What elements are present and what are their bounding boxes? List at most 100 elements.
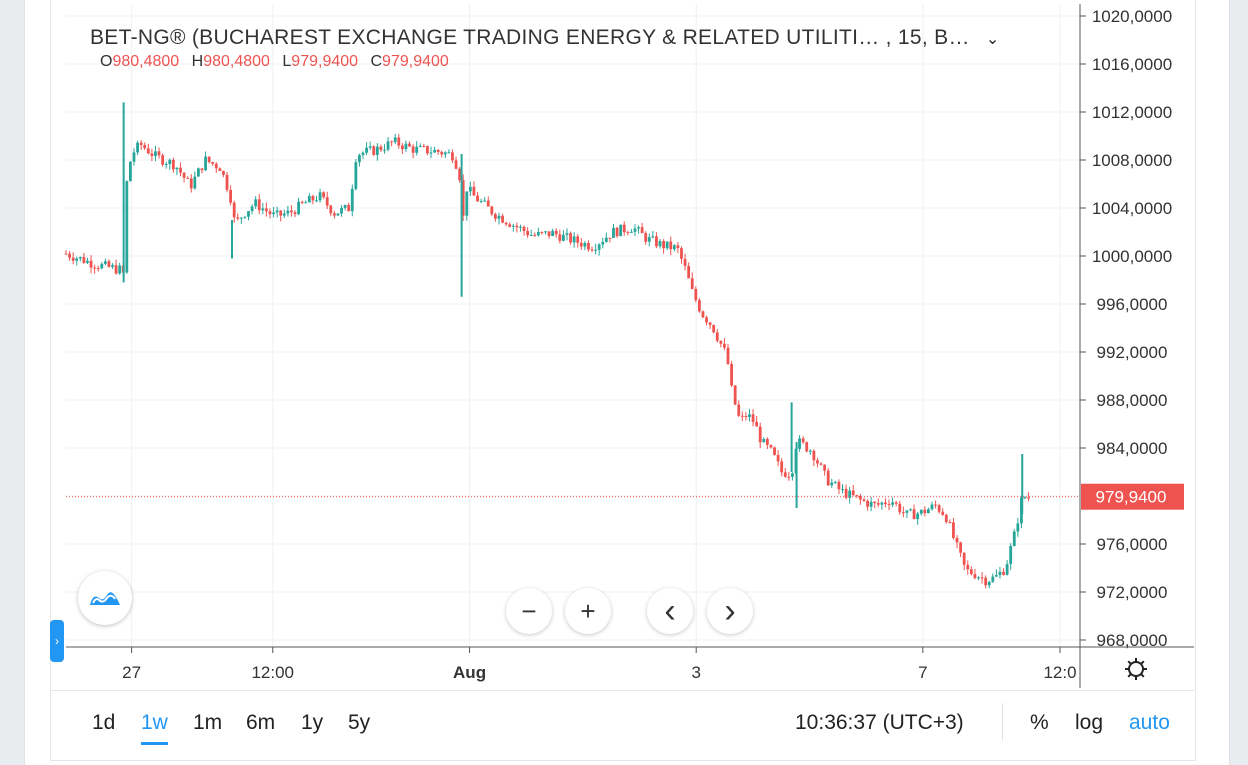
candle-body xyxy=(715,332,719,341)
gear-icon[interactable] xyxy=(1125,658,1147,680)
candle-body xyxy=(726,347,730,364)
percent-toggle[interactable]: % xyxy=(1030,711,1049,734)
candle-body xyxy=(1009,546,1013,565)
timeframe-1m[interactable]: 1m xyxy=(193,711,223,734)
candle-body xyxy=(866,500,869,507)
candle-body xyxy=(1027,497,1030,499)
candle-body xyxy=(282,213,286,216)
candle-body xyxy=(926,509,930,514)
candle-body xyxy=(994,575,998,577)
candle-body xyxy=(479,200,483,202)
scroll-right-button[interactable]: › xyxy=(707,588,753,634)
candle-body xyxy=(436,149,440,152)
candle-body xyxy=(855,495,859,497)
timeframe-1d[interactable]: 1d xyxy=(92,711,116,734)
candle-body xyxy=(1016,523,1020,532)
candle-body xyxy=(651,236,655,238)
candle-body xyxy=(193,176,197,189)
candle-body xyxy=(615,227,619,237)
candle-body xyxy=(880,502,884,505)
candle-body xyxy=(694,288,698,301)
candle-body xyxy=(626,232,630,234)
candle-body xyxy=(744,416,748,418)
low-label: L xyxy=(282,53,292,70)
timeframe-1w[interactable]: 1w xyxy=(141,711,168,745)
candle-body xyxy=(501,215,504,223)
candle-body xyxy=(393,137,397,143)
candle-body xyxy=(765,438,769,445)
candle-body xyxy=(254,199,258,207)
candle-body xyxy=(891,502,895,505)
candle-body xyxy=(75,258,79,261)
candle-body xyxy=(876,503,880,505)
candle-body xyxy=(798,438,801,449)
candle-body xyxy=(494,214,497,219)
candle-body xyxy=(952,522,955,538)
candle-body xyxy=(490,206,494,215)
candle-body xyxy=(773,447,776,455)
candle-body xyxy=(572,236,576,243)
candle-body xyxy=(544,231,547,233)
candle-body xyxy=(286,210,290,214)
chevron-down-icon[interactable]: ⌄ xyxy=(985,31,1000,48)
candle-body xyxy=(161,155,165,165)
candle-body xyxy=(64,253,68,255)
y-tick-label: 1016,0000 xyxy=(1092,55,1172,74)
candle-body xyxy=(146,148,150,154)
candle-body xyxy=(483,200,487,202)
tradingview-logo-button[interactable] xyxy=(78,571,132,625)
candle-body xyxy=(375,146,379,155)
timeframe-5y[interactable]: 5y xyxy=(348,711,371,734)
candle-body xyxy=(844,488,848,498)
candle-body xyxy=(569,233,572,243)
candle-body xyxy=(662,241,665,249)
candle-body xyxy=(576,236,580,243)
candle-body xyxy=(107,261,111,267)
candle-body xyxy=(400,145,404,150)
candle-body xyxy=(129,161,132,182)
candle-body xyxy=(554,230,558,235)
zoom-in-button[interactable]: + xyxy=(565,588,611,634)
timeframe-1y[interactable]: 1y xyxy=(301,711,324,734)
timeframe-6m[interactable]: 6m xyxy=(246,711,276,734)
auto-toggle[interactable]: auto xyxy=(1129,711,1170,734)
candle-body xyxy=(819,463,823,465)
high-label: H xyxy=(191,53,204,70)
candle-body xyxy=(916,513,920,520)
candle-body xyxy=(315,200,318,202)
candle-body xyxy=(300,201,304,203)
candle-body xyxy=(787,476,791,478)
clock-timezone[interactable]: 10:36:37 (UTC+3) xyxy=(795,711,964,734)
log-toggle[interactable]: log xyxy=(1075,711,1104,734)
candle-body xyxy=(515,225,519,228)
candle-body xyxy=(504,222,508,225)
candle-body xyxy=(841,488,844,490)
x-tick-label: 12:00 xyxy=(251,663,294,682)
candle-body xyxy=(247,211,250,217)
scroll-left-button[interactable]: ‹ xyxy=(647,588,693,634)
candle-body xyxy=(608,237,612,239)
candle-body xyxy=(103,261,107,264)
candle-body xyxy=(984,577,988,586)
chart-title[interactable]: BET-NG® (BUCHAREST EXCHANGE TRADING ENER… xyxy=(90,26,1000,50)
candle-body xyxy=(336,213,340,216)
y-tick-label: 1004,0000 xyxy=(1092,199,1172,218)
candle-body xyxy=(511,225,515,227)
open-value: 980,4800 xyxy=(112,53,180,70)
candle-body xyxy=(204,156,207,171)
candle-body xyxy=(733,385,737,405)
zoom-out-button[interactable]: − xyxy=(506,588,552,634)
candle-body xyxy=(186,177,190,179)
candle-body xyxy=(168,159,172,165)
side-panel-toggle[interactable]: › xyxy=(50,620,64,662)
candle-body xyxy=(372,146,376,155)
candle-body xyxy=(587,243,590,250)
candle-body xyxy=(848,490,852,498)
candle-body xyxy=(243,216,247,218)
candle-body xyxy=(218,168,222,172)
candle-body xyxy=(200,168,204,171)
candle-body xyxy=(991,576,995,582)
candle-body xyxy=(909,509,912,511)
candle-body xyxy=(533,234,537,236)
